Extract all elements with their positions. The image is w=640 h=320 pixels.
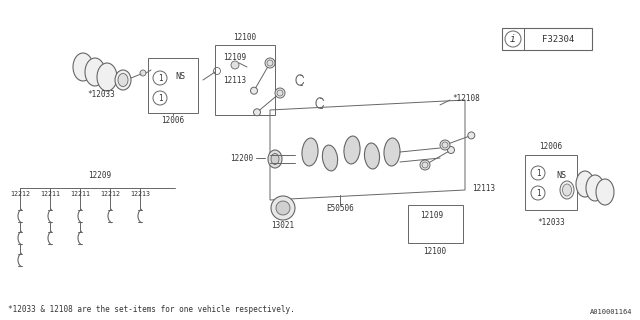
Circle shape: [275, 88, 285, 98]
Circle shape: [447, 147, 454, 154]
Ellipse shape: [576, 171, 594, 197]
Text: 12212: 12212: [10, 191, 30, 197]
Bar: [525, 155, 577, 210]
Ellipse shape: [384, 138, 400, 166]
Text: 12211: 12211: [70, 191, 90, 197]
Text: 12100: 12100: [234, 33, 257, 42]
Ellipse shape: [271, 154, 279, 164]
Bar: [502, 28, 592, 50]
Circle shape: [231, 61, 239, 69]
Circle shape: [276, 201, 290, 215]
Text: 1: 1: [536, 169, 540, 178]
Text: *12033: *12033: [537, 218, 565, 227]
Ellipse shape: [118, 74, 128, 86]
Text: 12209: 12209: [88, 171, 111, 180]
Circle shape: [265, 58, 275, 68]
Text: 12113: 12113: [223, 76, 246, 84]
Bar: [215, 45, 275, 115]
Text: 1: 1: [157, 93, 163, 102]
Ellipse shape: [344, 136, 360, 164]
Text: 1: 1: [157, 74, 163, 83]
Text: 12100: 12100: [424, 246, 447, 255]
Circle shape: [440, 140, 450, 150]
Ellipse shape: [73, 53, 93, 81]
Circle shape: [271, 196, 295, 220]
Bar: [408, 205, 463, 243]
Text: NS: NS: [556, 171, 566, 180]
Ellipse shape: [560, 181, 574, 199]
Bar: [148, 58, 198, 113]
Ellipse shape: [302, 138, 318, 166]
Text: 12113: 12113: [472, 183, 495, 193]
Circle shape: [253, 109, 260, 116]
Text: NS: NS: [175, 71, 185, 81]
Text: A010001164: A010001164: [589, 309, 632, 315]
Circle shape: [277, 90, 283, 96]
Text: F32304: F32304: [542, 35, 574, 44]
Text: 12213: 12213: [130, 191, 150, 197]
Circle shape: [531, 186, 545, 200]
Circle shape: [422, 162, 428, 168]
Circle shape: [153, 91, 167, 105]
Text: *12033: *12033: [87, 90, 115, 99]
Circle shape: [267, 60, 273, 66]
Ellipse shape: [97, 63, 117, 91]
Circle shape: [214, 68, 221, 75]
Text: 12109: 12109: [223, 52, 246, 61]
Text: 12200: 12200: [230, 154, 253, 163]
Ellipse shape: [115, 70, 131, 90]
Ellipse shape: [586, 175, 604, 201]
Circle shape: [250, 87, 257, 94]
Text: 12109: 12109: [420, 211, 443, 220]
Ellipse shape: [323, 145, 338, 171]
Circle shape: [153, 71, 167, 85]
Ellipse shape: [85, 58, 105, 86]
Text: 12006: 12006: [161, 116, 184, 124]
Text: 1: 1: [536, 188, 540, 197]
Ellipse shape: [596, 179, 614, 205]
Circle shape: [505, 31, 521, 47]
Text: *12108: *12108: [452, 93, 480, 102]
Text: 12211: 12211: [40, 191, 60, 197]
Ellipse shape: [268, 150, 282, 168]
Circle shape: [531, 166, 545, 180]
Circle shape: [420, 160, 430, 170]
Text: E50506: E50506: [326, 204, 354, 212]
Text: 13021: 13021: [271, 220, 294, 229]
Text: 12212: 12212: [100, 191, 120, 197]
Text: i: i: [510, 34, 516, 44]
Circle shape: [140, 70, 146, 76]
Ellipse shape: [364, 143, 380, 169]
Circle shape: [442, 142, 448, 148]
Text: *12033 & 12108 are the set-items for one vehicle respectively.: *12033 & 12108 are the set-items for one…: [8, 306, 295, 315]
Circle shape: [468, 132, 475, 139]
Text: 12006: 12006: [540, 141, 563, 150]
Ellipse shape: [563, 184, 572, 196]
